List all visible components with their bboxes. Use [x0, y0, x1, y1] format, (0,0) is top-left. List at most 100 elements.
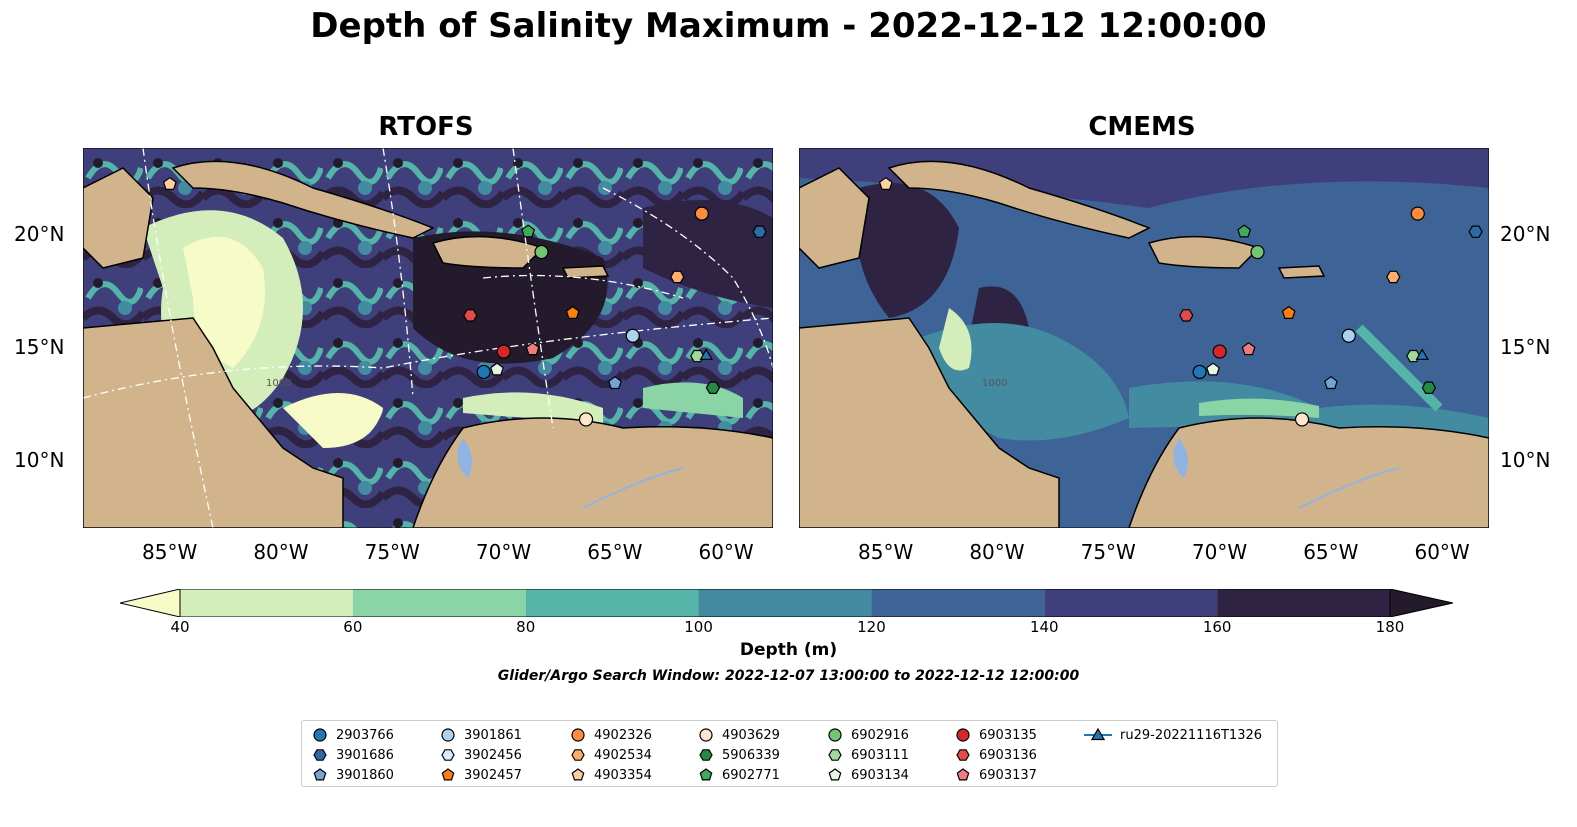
float-marker-3901861[interactable] — [1341, 328, 1356, 343]
legend-label: 6903135 — [979, 727, 1037, 743]
float-marker-4902534[interactable] — [670, 270, 685, 284]
map-canvas-cmems: 1000 — [799, 148, 1489, 528]
float-marker-6903137[interactable] — [1241, 342, 1256, 356]
pentagon-marker-icon — [571, 768, 585, 781]
float-marker-ru29-20221116T1326[interactable] — [1415, 348, 1429, 360]
x-tick-label: 60°W — [698, 540, 754, 564]
panel-title-cmems: CMEMS — [1088, 112, 1196, 142]
float-marker-6903135[interactable] — [496, 344, 511, 359]
x-tick-label: 60°W — [1414, 540, 1470, 564]
colorbar-segment — [871, 589, 1045, 617]
colorbar-min-extend — [120, 589, 181, 617]
float-marker-5906339[interactable] — [1421, 381, 1437, 394]
float-marker-6903134[interactable] — [490, 362, 504, 376]
colorbar-tick-label: 60 — [343, 618, 363, 636]
y-tick-label-right: 10°N — [1500, 448, 1551, 473]
pentagon-marker-icon — [441, 768, 455, 781]
circle-marker-icon — [699, 728, 713, 742]
triangle-marker-icon — [1084, 727, 1112, 741]
legend-item: 6903135 — [955, 725, 1037, 745]
float-marker-3902457[interactable] — [565, 305, 580, 319]
float-marker-3901860[interactable] — [1324, 375, 1338, 390]
colorbar-segment — [698, 589, 872, 617]
float-marker-4903354[interactable] — [162, 176, 177, 191]
map-rtofs[interactable]: 1000 — [83, 148, 773, 528]
float-marker-3902457[interactable] — [1281, 305, 1296, 319]
float-marker-6902771[interactable] — [521, 224, 536, 238]
float-marker-3901860[interactable] — [608, 375, 622, 390]
float-marker-6903137[interactable] — [525, 342, 540, 356]
legend-item: ru29-20221116T1326 — [1084, 725, 1262, 745]
legend-label: 6903137 — [979, 767, 1037, 783]
float-marker-5906339[interactable] — [705, 381, 721, 394]
legend-item: 6902916 — [827, 725, 909, 745]
hexagon-marker-icon — [828, 749, 842, 761]
legend-label: 3901860 — [336, 767, 394, 783]
float-marker-2903766[interactable] — [476, 364, 491, 380]
figure-title: Depth of Salinity Maximum - 2022-12-12 1… — [310, 6, 1267, 46]
legend-label: 3902457 — [464, 767, 522, 783]
hexagon-marker-icon — [571, 749, 585, 761]
colorbar-segment — [1044, 589, 1218, 617]
float-marker-3901686[interactable] — [1468, 225, 1483, 238]
legend-item: 6903136 — [955, 745, 1037, 765]
float-marker-4903629[interactable] — [578, 412, 594, 427]
colorbar — [120, 589, 1453, 617]
y-tick-label-right: 15°N — [1500, 335, 1551, 360]
legend-item: 4902326 — [570, 725, 652, 745]
float-marker-6903136[interactable] — [1179, 309, 1194, 322]
float-marker-ru29-20221116T1326[interactable] — [699, 348, 713, 360]
colorbar-tick-label: 180 — [1375, 618, 1405, 636]
float-marker-6903136[interactable] — [463, 309, 478, 322]
pentagon-marker-icon — [699, 768, 713, 781]
float-marker-4902534[interactable] — [1386, 270, 1401, 284]
legend-item: 2903766 — [312, 725, 394, 745]
float-marker-3901686[interactable] — [752, 225, 767, 238]
float-marker-6902916[interactable] — [1250, 244, 1265, 260]
colorbar-segment — [1217, 589, 1390, 617]
legend-label: 6902916 — [851, 727, 909, 743]
legend-label: ru29-20221116T1326 — [1120, 727, 1263, 743]
float-marker-6903135[interactable] — [1212, 344, 1227, 359]
float-marker-4902326[interactable] — [1410, 206, 1425, 221]
colorbar-tick-label: 100 — [684, 618, 713, 636]
colorbar-tick-label: 120 — [857, 618, 886, 636]
legend: 2903766 3901686 3901860 3901861 3902456 39024… — [301, 720, 1278, 787]
legend-label: 6902771 — [722, 767, 780, 783]
float-marker-4903354[interactable] — [878, 176, 893, 191]
legend-label: 3901861 — [464, 727, 522, 743]
float-marker-6902771[interactable] — [1237, 224, 1252, 238]
hexagon-marker-icon — [956, 749, 970, 761]
x-tick-label: 80°W — [253, 540, 309, 564]
legend-item: 5906339 — [698, 745, 780, 765]
x-tick-label: 65°W — [587, 540, 643, 564]
legend-item: 3901860 — [312, 765, 394, 785]
y-tick-label-right: 20°N — [1500, 221, 1551, 246]
legend-item: 3901686 — [312, 745, 394, 765]
colorbar-tick-label: 80 — [516, 618, 536, 636]
float-marker-3901861[interactable] — [625, 328, 640, 343]
legend-label: 4902326 — [594, 727, 652, 743]
float-marker-6902916[interactable] — [534, 244, 549, 260]
x-tick-label: 70°W — [1191, 540, 1248, 564]
float-marker-4903629[interactable] — [1294, 412, 1310, 427]
float-marker-6903134[interactable] — [1206, 362, 1220, 376]
pentagon-marker-icon — [828, 768, 842, 781]
x-tick-label: 75°W — [1080, 540, 1136, 564]
float-marker-4902326[interactable] — [694, 206, 709, 221]
float-marker-2903766[interactable] — [1192, 364, 1207, 380]
legend-label: 6903111 — [851, 747, 909, 763]
y-tick-label-left: 15°N — [14, 335, 65, 360]
legend-item: 6902771 — [698, 765, 780, 785]
colorbar-label: Depth (m) — [739, 640, 838, 660]
legend-label: 2903766 — [336, 727, 394, 743]
colorbar-max-extend — [1389, 589, 1453, 617]
colorbar-tick-label: 40 — [170, 618, 190, 636]
legend-item: 3902457 — [440, 765, 522, 785]
x-tick-label: 70°W — [475, 540, 532, 564]
circle-marker-icon — [313, 728, 327, 742]
colorbar-tick-label: 160 — [1202, 618, 1232, 636]
map-cmems[interactable]: 1000 — [799, 148, 1489, 528]
legend-item: 6903111 — [827, 745, 909, 765]
circle-marker-icon — [441, 728, 455, 742]
